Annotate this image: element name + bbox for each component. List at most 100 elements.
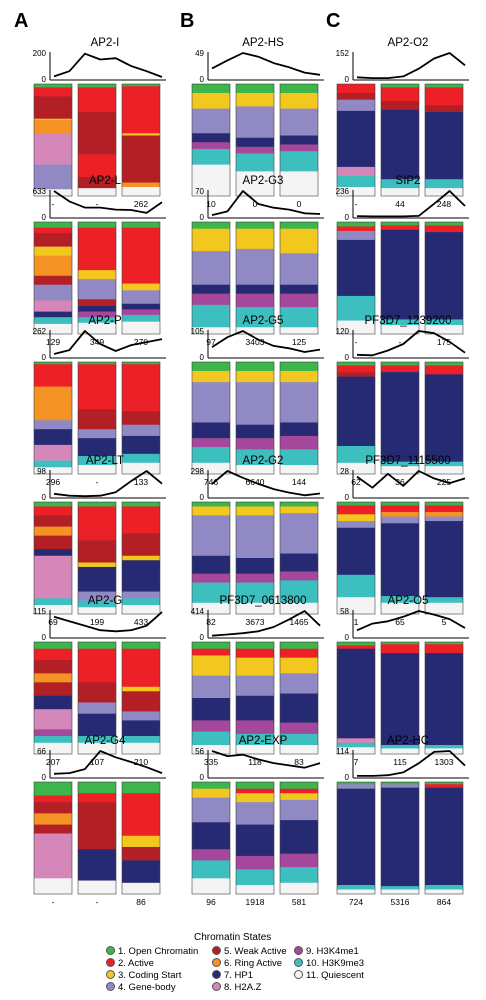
chart-17-count-2: 864 <box>437 897 451 907</box>
chart-4-bar-0-seg-5 <box>34 695 72 710</box>
chart-2-bar-0-seg-4 <box>34 429 72 446</box>
chart-10-series-line <box>211 610 321 637</box>
chart-13-bar-2-seg-4 <box>425 325 463 335</box>
chart-11-bar-1-seg-4 <box>236 824 274 857</box>
chart-3-bar-0-seg-3 <box>34 526 72 536</box>
chart-15-count-2: 5 <box>442 617 447 627</box>
chart-6-bar-1-outline <box>235 83 275 197</box>
chart-1-bar-0-seg-1 <box>34 227 72 234</box>
chart-11-bar-1-seg-2 <box>236 793 274 803</box>
chart-7-bar-0-seg-6 <box>192 327 230 335</box>
chart-3-bar-1-seg-2 <box>78 540 116 563</box>
chart-4-bar-2-seg-1 <box>122 648 160 688</box>
legend-item-5: 5. Weak Active <box>212 946 287 958</box>
chart-13-bar-0-seg-4 <box>337 295 375 321</box>
chart-10-bar-2-seg-1 <box>280 648 318 658</box>
chart-6-bar-2-seg-5 <box>280 151 318 172</box>
chart-7-bar-2-outline <box>279 221 319 335</box>
chart-17-bar-0-seg-1 <box>337 784 375 790</box>
chart-4-bar-2-seg-2 <box>122 686 160 692</box>
chart-6-bar-1-seg-5 <box>236 153 274 172</box>
chart-12-bar-2-seg-4 <box>425 179 463 189</box>
chart-2-bar-1-seg-4 <box>78 438 116 457</box>
chart-13-bar-2-seg-3 <box>425 319 463 326</box>
chart-12-count-0: - <box>355 199 358 209</box>
chart-4-bar-1-seg-4 <box>78 713 116 737</box>
chart-3-bar-1-outline <box>77 501 117 615</box>
chart-11-bar-2-seg-7 <box>280 882 318 895</box>
chart-6-count-1: 0 <box>253 199 258 209</box>
chart-1-bar-2-seg-3 <box>122 290 160 305</box>
chart-15-bar-0-seg-3 <box>337 521 375 529</box>
chart-7-bar-2-seg-3 <box>280 284 318 294</box>
chart-15-series-line <box>356 470 466 489</box>
chart-17-title: AP2-HC <box>387 735 429 747</box>
chart-15-ymax-label: 28 <box>340 467 349 476</box>
chart-3-bar-2-seg-2 <box>122 533 160 557</box>
chart-6-bar-0-outline <box>191 83 231 197</box>
chart-5-bar-0-seg-1 <box>34 795 72 803</box>
chart-5-count-1: - <box>96 897 99 907</box>
chart-6-bar-0-seg-4 <box>192 142 230 150</box>
chart-2-bar-0-seg-3 <box>34 420 72 430</box>
legend-swatch <box>212 970 221 979</box>
chart-16-bar-2-seg-3 <box>425 745 463 749</box>
chart-12-bar-1-seg-0 <box>381 84 419 88</box>
legend-item-11: 11. Quiescent <box>294 970 364 982</box>
chart-0-bar-0-outline <box>33 83 73 197</box>
chart-6-bar-0-seg-2 <box>192 108 230 134</box>
chart-3-bar-2-seg-4 <box>122 560 160 592</box>
chart-8-bar-1-seg-4 <box>236 438 274 450</box>
chart-8-bar-1-seg-5 <box>236 449 274 466</box>
chart-10-bar-0-seg-1 <box>192 648 230 656</box>
chart-3-bar-2-seg-5 <box>122 591 160 599</box>
chart-12-bar-2-seg-0 <box>425 84 463 88</box>
chart-15-ymin-label: 0 <box>345 493 350 502</box>
chart-3-bar-0-seg-8 <box>34 605 72 615</box>
chart-7-title: AP2-G3 <box>243 175 284 187</box>
chart-2-bar-0-seg-1 <box>34 364 72 387</box>
chart-3-bar-1-seg-6 <box>78 600 116 608</box>
chart-7-bar-1-seg-1 <box>236 228 274 250</box>
chart-3-bar-2-seg-0 <box>122 502 160 507</box>
chart-8-bar-1-seg-3 <box>236 424 274 439</box>
chart-16-count-1: 115 <box>393 757 407 767</box>
chart-8-bar-2-seg-0 <box>280 362 318 372</box>
chart-13-bar-0-seg-0 <box>337 222 375 227</box>
chart-9-bar-0-seg-6 <box>192 602 230 615</box>
chart-4-title: AP2-G <box>88 595 123 607</box>
chart-0-bar-0-seg-4 <box>34 119 72 134</box>
chart-13-bar-1-seg-2 <box>381 229 419 320</box>
chart-6-ymin-label: 0 <box>200 75 205 84</box>
legend-label: 4. Gene-body <box>118 982 176 993</box>
chart-11-bar-0-seg-1 <box>192 788 230 798</box>
chart-12-bar-2-seg-1 <box>425 87 463 106</box>
legend-title: Chromatin States <box>194 932 272 943</box>
chart-16-bar-1-seg-1 <box>381 644 419 654</box>
chart-1-ymin-label: 0 <box>42 213 47 222</box>
chart-14-bar-1-seg-2 <box>381 372 419 462</box>
chart-0-bar-1-seg-4 <box>78 176 116 189</box>
chart-2-count-0: 296 <box>46 477 60 487</box>
chart-2-bar-2-seg-5 <box>122 453 160 464</box>
chart-11-count-2: 581 <box>292 897 306 907</box>
chart-1-bar-0-seg-5 <box>34 275 72 286</box>
chart-17-count-1: 5316 <box>391 897 410 907</box>
chart-14-bar-0-seg-3 <box>337 376 375 447</box>
chart-9-count-0: 82 <box>206 617 216 627</box>
chart-11-bar-2-seg-2 <box>280 793 318 801</box>
chart-9-bar-2-seg-2 <box>280 513 318 554</box>
chart-16-ymax-label: 58 <box>340 607 349 616</box>
chart-1-bar-2-seg-6 <box>122 314 160 322</box>
chart-3-bar-0-seg-6 <box>34 555 72 599</box>
chart-17-bar-0-seg-0 <box>337 782 375 785</box>
chart-3-ymin-label: 0 <box>42 493 47 502</box>
chart-6-bar-0-seg-3 <box>192 133 230 143</box>
chart-0-bar-2-outline <box>121 83 161 197</box>
chart-13-count-0: - <box>355 337 358 347</box>
chart-1-bar-1-seg-6 <box>78 311 116 318</box>
chart-12-bar-0-seg-2 <box>337 99 375 112</box>
legend-swatch <box>106 946 115 955</box>
chart-16-bar-0-seg-4 <box>337 742 375 748</box>
chart-15-bar-2-seg-3 <box>425 516 463 522</box>
